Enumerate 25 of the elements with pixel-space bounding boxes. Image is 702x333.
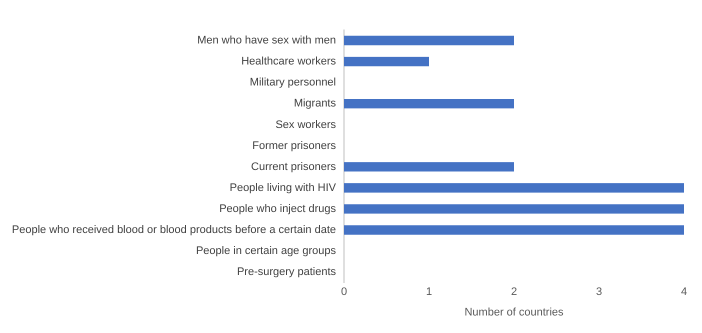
y-tick-label: Healthcare workers: [241, 56, 336, 68]
y-tick-label: People who inject drugs: [219, 202, 336, 215]
bar: [344, 56, 429, 66]
bar: [344, 98, 514, 108]
x-tick-label: 1: [426, 286, 432, 298]
bar: [344, 225, 684, 235]
x-axis-title: Number of countries: [464, 306, 564, 318]
y-tick-label: Military personnel: [250, 76, 336, 89]
x-tick-label: 3: [596, 286, 602, 298]
y-tick-label: People in certain age groups: [196, 245, 336, 258]
y-tick-label: Pre-surgery patients: [236, 266, 336, 278]
y-tick-label: Migrants: [294, 98, 336, 110]
bar: [344, 162, 514, 172]
bar: [344, 36, 514, 46]
y-tick-label: People living with HIV: [230, 182, 337, 194]
x-tick-label: 4: [680, 286, 688, 298]
y-tick-label: Current prisoners: [251, 160, 336, 173]
y-tick-label: Men who have sex with men: [197, 34, 336, 47]
x-tick-label: 2: [510, 286, 518, 298]
bar: [344, 204, 684, 214]
y-tick-label: People who received blood or blood products before a certain date: [12, 224, 336, 236]
x-tick-label: 0: [340, 286, 348, 298]
y-tick-label: Former prisoners: [252, 140, 336, 152]
y-tick-label: Sex workers: [275, 118, 336, 131]
bar: [344, 183, 684, 193]
